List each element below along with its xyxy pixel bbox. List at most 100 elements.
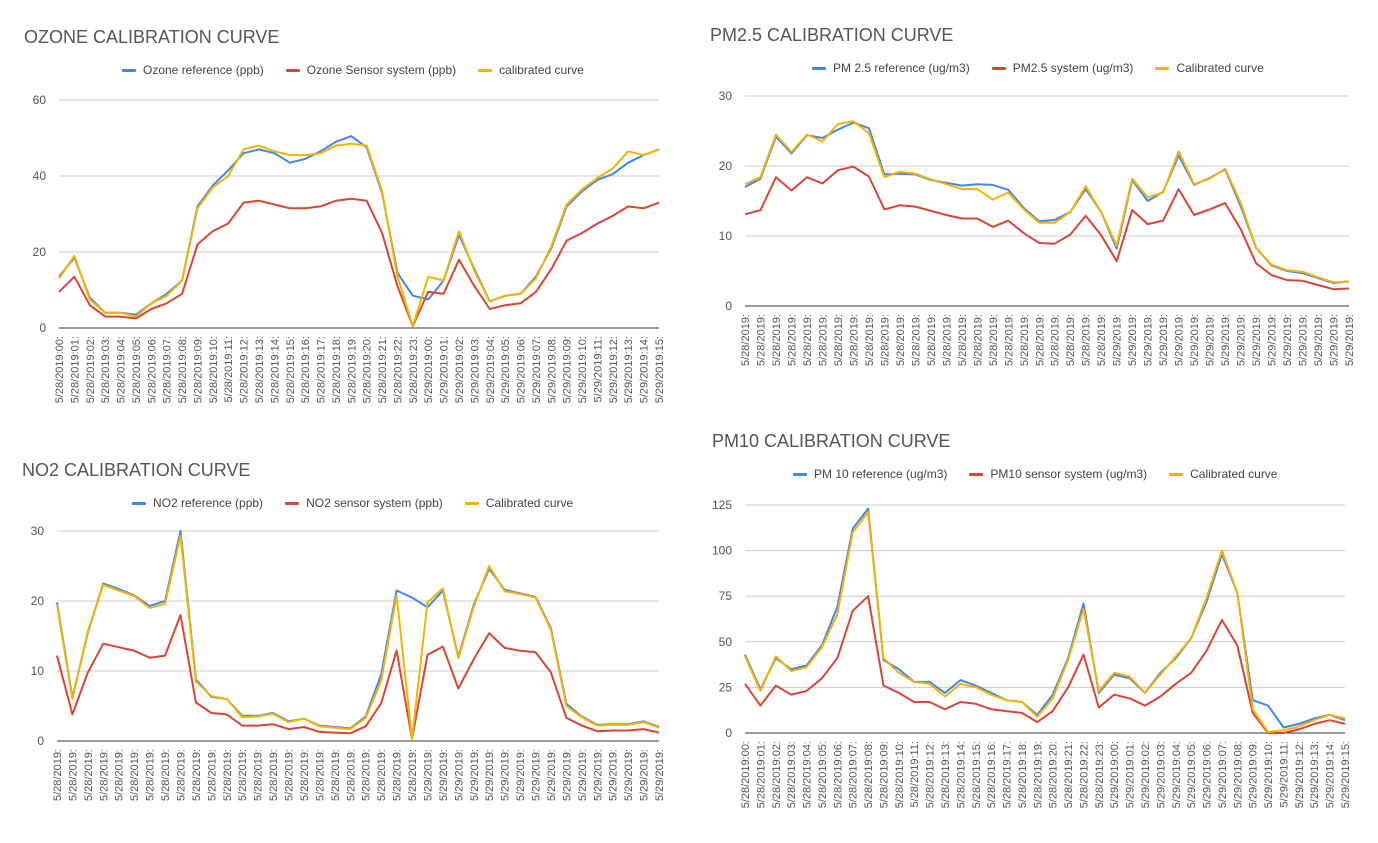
- series-line-sensor: [56, 614, 660, 740]
- x-tick-label: 5/28/2019:: [237, 749, 249, 801]
- x-tick-label: 5/29/2019:: [453, 749, 465, 801]
- x-tick-label: 5/29/2019:02:: [1140, 741, 1152, 808]
- x-tick-label: 5/29/2019:15:: [1340, 741, 1352, 808]
- x-tick-label: 5/29/2019:: [438, 749, 450, 801]
- legend-label: calibrated curve: [499, 63, 584, 77]
- x-tick-label: 5/29/2019:14:: [639, 336, 651, 403]
- y-tick-label: 10: [719, 229, 733, 243]
- x-tick-label: 5/29/2019:: [608, 749, 620, 801]
- x-tick-label: 5/29/2019:13:: [623, 336, 635, 403]
- x-tick-label: 5/29/2019:: [1158, 314, 1170, 366]
- x-tick-label: 5/29/2019:: [1313, 314, 1325, 366]
- x-tick-label: 5/28/2019:23:: [408, 336, 420, 403]
- x-tick-label: 5/28/2019:: [910, 314, 922, 366]
- x-tick-label: 5/28/2019:: [191, 749, 203, 801]
- x-tick-label: 5/28/2019:: [1050, 314, 1062, 366]
- x-tick-label: 5/29/2019:: [561, 749, 573, 801]
- x-tick-label: 5/28/2019:: [314, 749, 326, 801]
- x-tick-label: 5/28/2019:05:: [131, 336, 143, 403]
- x-tick-label: 5/28/2019:16:: [986, 741, 998, 808]
- legend-label: PM 10 reference (ug/m3): [814, 467, 948, 481]
- legend-swatch: [812, 66, 826, 70]
- legend-swatch: [478, 68, 493, 72]
- x-tick-label: 5/28/2019:: [1019, 314, 1031, 366]
- x-tick-label: 5/28/2019:: [299, 749, 311, 801]
- x-tick-label: 5/28/2019:07:: [162, 336, 174, 403]
- y-tick-label: 75: [719, 589, 733, 603]
- y-tick-label: 0: [39, 321, 46, 335]
- legend-swatch: [1155, 66, 1170, 70]
- x-tick-label: 5/28/2019:: [848, 314, 860, 366]
- chart-title: PM2.5 CALIBRATION CURVE: [710, 25, 954, 45]
- series-line-calibrated: [58, 142, 660, 328]
- x-tick-label: 5/28/2019:: [206, 749, 218, 801]
- x-tick-label: 5/29/2019:13:: [1309, 741, 1321, 808]
- y-tick-label: 40: [33, 169, 47, 183]
- y-tick-label: 30: [31, 524, 45, 538]
- x-tick-label: 5/28/2019:: [740, 314, 752, 366]
- x-tick-label: 5/29/2019:: [592, 749, 604, 801]
- x-tick-label: 5/28/2019:21:: [1063, 741, 1075, 808]
- x-tick-label: 5/28/2019:: [67, 749, 79, 801]
- x-tick-label: 5/29/2019:10:: [577, 336, 589, 403]
- x-tick-label: 5/28/2019:15:: [971, 741, 983, 808]
- x-tick-label: 5/28/2019:: [786, 314, 798, 366]
- x-tick-label: 5/28/2019:: [98, 749, 110, 801]
- y-tick-label: 0: [37, 734, 44, 748]
- x-tick-label: 5/28/2019:19:: [1032, 741, 1044, 808]
- x-tick-label: 5/28/2019:: [864, 314, 876, 366]
- x-tick-label: 5/29/2019:: [1220, 314, 1232, 366]
- x-tick-label: 5/29/2019:00:: [423, 336, 435, 403]
- x-tick-label: 5/28/2019:: [941, 314, 953, 366]
- x-tick-label: 5/29/2019:: [1174, 314, 1186, 366]
- legend-label: Ozone reference (ppb): [143, 63, 264, 77]
- x-tick-label: 5/29/2019:: [1112, 314, 1124, 366]
- x-tick-label: 5/28/2019:13:: [940, 741, 952, 808]
- x-tick-label: 5/28/2019:14:: [269, 336, 281, 403]
- x-tick-label: 5/29/2019:: [577, 749, 589, 801]
- y-tick-label: 20: [31, 594, 45, 608]
- x-tick-label: 5/28/2019:01:: [69, 336, 81, 403]
- legend-swatch: [793, 472, 807, 476]
- x-tick-label: 5/28/2019:: [175, 749, 187, 801]
- x-tick-label: 5/28/2019:: [114, 749, 126, 801]
- x-tick-label: 5/29/2019:07:: [531, 336, 543, 403]
- x-tick-label: 5/29/2019:: [1236, 314, 1248, 366]
- legend-label: Calibrated curve: [1190, 467, 1278, 481]
- x-tick-label: 5/28/2019:15:: [285, 336, 297, 403]
- legend-item-sensor: Ozone Sensor system (ppb): [285, 63, 456, 77]
- legend-item-calibrated: Calibrated curve: [464, 496, 573, 510]
- x-tick-label: 5/28/2019:09:: [878, 741, 890, 808]
- x-tick-label: 5/29/2019:09:: [1248, 741, 1260, 808]
- y-tick-label: 50: [719, 635, 733, 649]
- x-tick-label: 5/28/2019:18:: [331, 336, 343, 403]
- x-tick-label: 5/28/2019:: [1065, 314, 1077, 366]
- legend-label: PM10 sensor system (ug/m3): [990, 467, 1148, 481]
- x-tick-label: 5/29/2019:: [546, 749, 558, 801]
- x-tick-label: 5/28/2019:11:: [223, 336, 235, 402]
- x-tick-label: 5/29/2019:: [1298, 314, 1310, 366]
- x-tick-label: 5/29/2019:11:: [592, 336, 604, 402]
- chart-legend: PM 2.5 reference (ug/m3) PM2.5 system (u…: [812, 61, 1286, 75]
- x-tick-label: 5/28/2019:11:: [909, 741, 921, 807]
- x-tick-label: 5/28/2019:: [284, 749, 296, 801]
- x-tick-label: 5/29/2019:11:: [1278, 741, 1290, 807]
- x-tick-label: 5/28/2019:07:: [848, 741, 860, 808]
- x-tick-label: 5/28/2019:: [988, 314, 1000, 366]
- x-tick-label: 5/29/2019:: [422, 749, 434, 801]
- x-tick-label: 5/29/2019:: [1205, 314, 1217, 366]
- legend-item-sensor: PM2.5 system (ug/m3): [991, 61, 1133, 75]
- x-tick-label: 5/28/2019:04:: [802, 741, 814, 808]
- x-tick-label: 5/29/2019:: [623, 749, 635, 801]
- x-tick-label: 5/28/2019:03:: [100, 336, 112, 403]
- x-tick-label: 5/29/2019:: [515, 749, 527, 801]
- x-tick-label: 5/28/2019:13:: [254, 336, 266, 403]
- x-tick-label: 5/29/2019:: [484, 749, 496, 801]
- legend-swatch: [969, 472, 984, 476]
- legend-item-sensor: PM10 sensor system (ug/m3): [969, 467, 1147, 481]
- x-tick-label: 5/29/2019:: [1143, 314, 1155, 366]
- legend-label: NO2 sensor system (ppb): [306, 496, 443, 510]
- x-tick-label: 5/28/2019:: [1096, 314, 1108, 366]
- x-tick-label: 5/29/2019:: [1189, 314, 1201, 366]
